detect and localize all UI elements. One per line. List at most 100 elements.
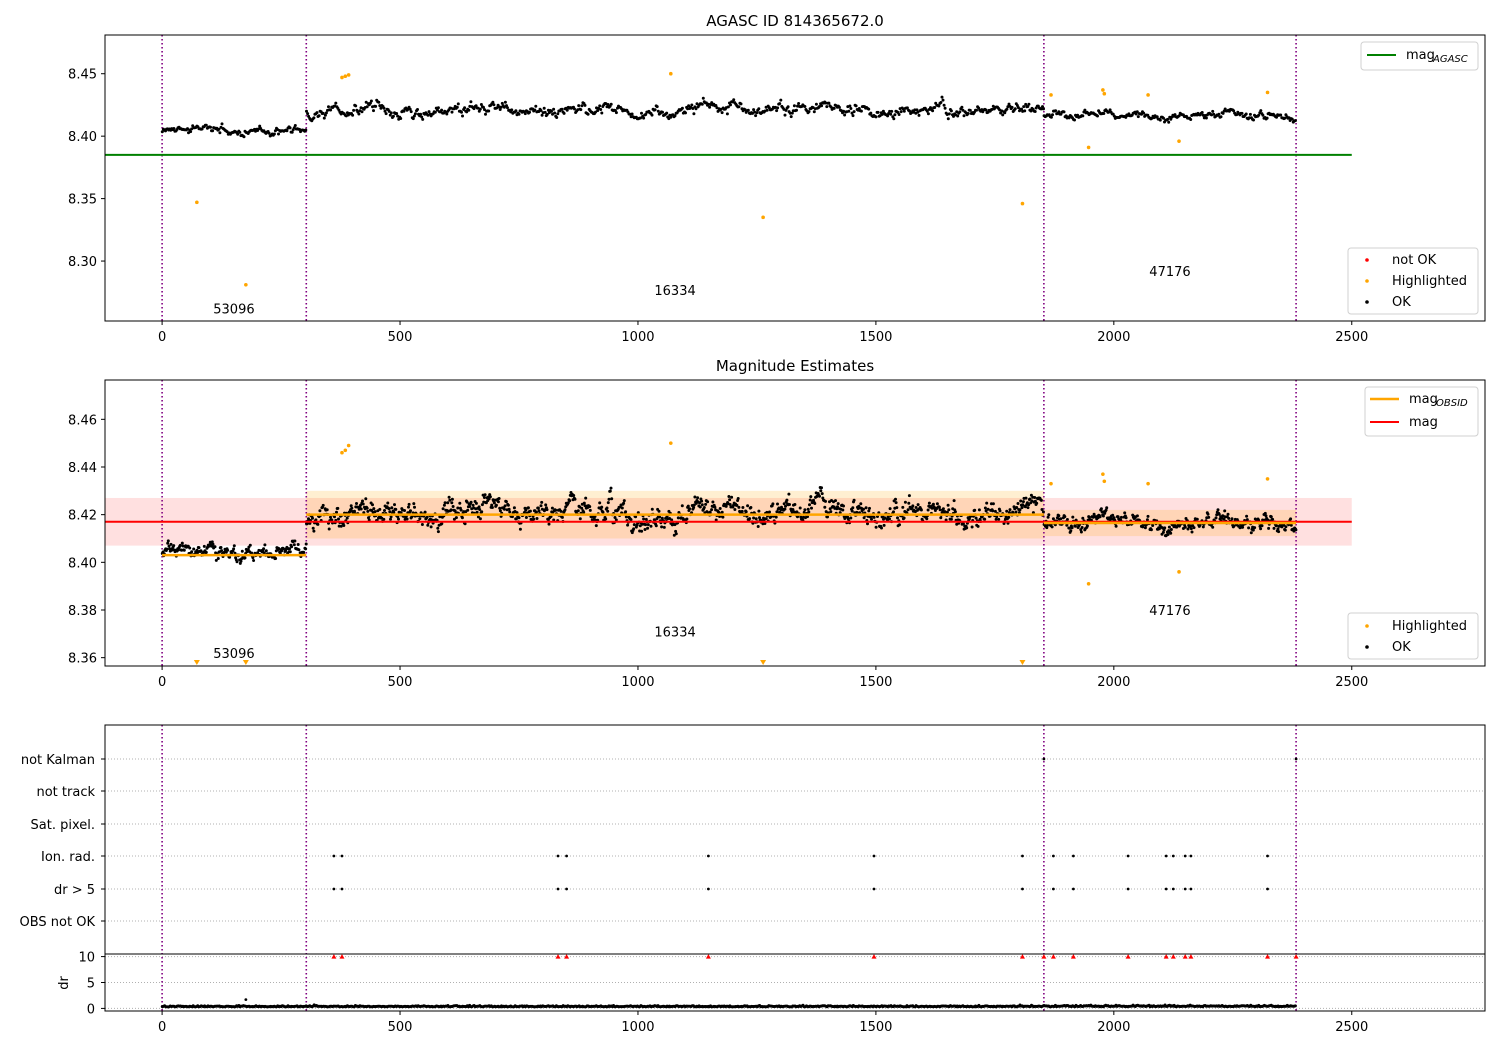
ok-point	[947, 508, 951, 512]
ok-point	[534, 104, 538, 108]
highlighted-point	[1265, 477, 1270, 481]
ok-point	[754, 517, 758, 521]
y-tick-label: 8.42	[68, 509, 97, 524]
ok-point	[498, 108, 502, 111]
ok-point	[451, 505, 455, 508]
flag-point	[1183, 854, 1187, 858]
dr-clipped-marker	[1182, 954, 1188, 959]
ok-point	[704, 502, 708, 506]
ok-point	[706, 500, 710, 504]
ok-point	[726, 105, 730, 109]
ok-point	[598, 104, 602, 108]
flag-label: dr > 5	[54, 883, 95, 898]
ok-point	[436, 526, 440, 530]
obsid-label: 47176	[1149, 604, 1190, 619]
ok-point	[374, 104, 378, 108]
ok-point	[392, 510, 396, 514]
ok-point	[977, 508, 981, 512]
ok-point	[293, 124, 297, 127]
ok-point	[1079, 530, 1083, 534]
ok-point	[580, 506, 584, 510]
ok-point	[364, 497, 368, 501]
ok-point	[872, 515, 876, 519]
ok-point	[204, 123, 208, 127]
ok-point	[483, 108, 486, 112]
ok-point	[700, 503, 704, 507]
ok-point	[1059, 517, 1063, 521]
ok-point	[749, 506, 753, 509]
flag-label: not Kalman	[21, 753, 95, 768]
y-tick-label: 8.45	[68, 68, 97, 83]
ok-point	[926, 112, 930, 116]
ok-point	[421, 117, 425, 121]
ok-point	[1016, 502, 1020, 505]
ok-point	[600, 111, 604, 115]
ok-point	[630, 112, 634, 116]
highlighted-point	[1049, 93, 1053, 97]
panel3-x-axis: 0 500 1000 1500 2000 2500	[158, 1011, 1368, 1035]
dr-clipped-marker	[705, 954, 711, 959]
legend-label-obsid-sub: OBSID	[1436, 398, 1468, 409]
ok-point	[552, 518, 556, 522]
ok-point	[540, 500, 544, 504]
ok-point	[914, 506, 918, 509]
flag-point	[1126, 887, 1130, 891]
ok-point	[943, 106, 947, 110]
ok-point	[946, 117, 950, 121]
ok-point	[1163, 526, 1167, 530]
ok-point	[960, 105, 964, 109]
ok-point	[251, 556, 255, 560]
ok-point	[533, 108, 537, 112]
legend-label-not-ok: not OK	[1392, 253, 1437, 268]
ok-point	[334, 101, 338, 105]
ok-point	[296, 543, 300, 546]
ok-point	[1008, 508, 1012, 512]
ok-point	[882, 523, 886, 527]
flag-point	[1189, 887, 1193, 891]
ok-point	[1269, 515, 1273, 519]
ok-point	[475, 510, 479, 514]
ok-point	[443, 501, 447, 505]
ok-point	[933, 106, 937, 109]
ok-point	[238, 130, 242, 134]
ok-point	[216, 557, 220, 560]
ok-point	[397, 517, 400, 521]
ok-point	[606, 501, 610, 505]
ok-point	[956, 114, 960, 118]
ok-point	[1019, 499, 1023, 503]
flag-point	[1164, 887, 1168, 891]
highlighted-point	[1086, 581, 1091, 586]
ok-point	[189, 130, 193, 134]
ok-point	[598, 501, 602, 505]
ok-point	[1214, 516, 1218, 520]
out-of-range-marker	[193, 660, 200, 665]
ok-point	[945, 510, 949, 514]
ok-point	[834, 499, 837, 503]
ok-point	[465, 110, 469, 114]
ok-point	[394, 507, 398, 511]
ok-point	[1261, 113, 1265, 117]
ok-point	[362, 511, 366, 515]
ok-point	[258, 124, 262, 128]
ok-point	[1280, 525, 1284, 529]
ok-point	[1057, 110, 1061, 114]
ok-point	[418, 517, 422, 521]
ok-point	[169, 542, 173, 546]
ok-point	[1252, 118, 1255, 122]
ok-point	[674, 532, 678, 536]
ok-point	[694, 107, 698, 111]
ok-point	[838, 511, 842, 515]
ok-point	[660, 525, 664, 529]
ok-point	[389, 517, 392, 521]
ok-point	[1016, 106, 1020, 110]
ok-point	[820, 104, 824, 108]
ok-point	[399, 117, 403, 120]
ok-point	[1183, 525, 1187, 529]
ok-point	[425, 515, 429, 519]
panel3-flag-labels: not Kalman not track Sat. pixel. Ion. rad. d…	[20, 753, 105, 930]
ok-point	[365, 105, 369, 109]
ok-point	[624, 510, 628, 514]
ok-point	[803, 105, 807, 108]
x-tick-label: 2500	[1335, 330, 1368, 345]
ok-point	[282, 547, 286, 551]
